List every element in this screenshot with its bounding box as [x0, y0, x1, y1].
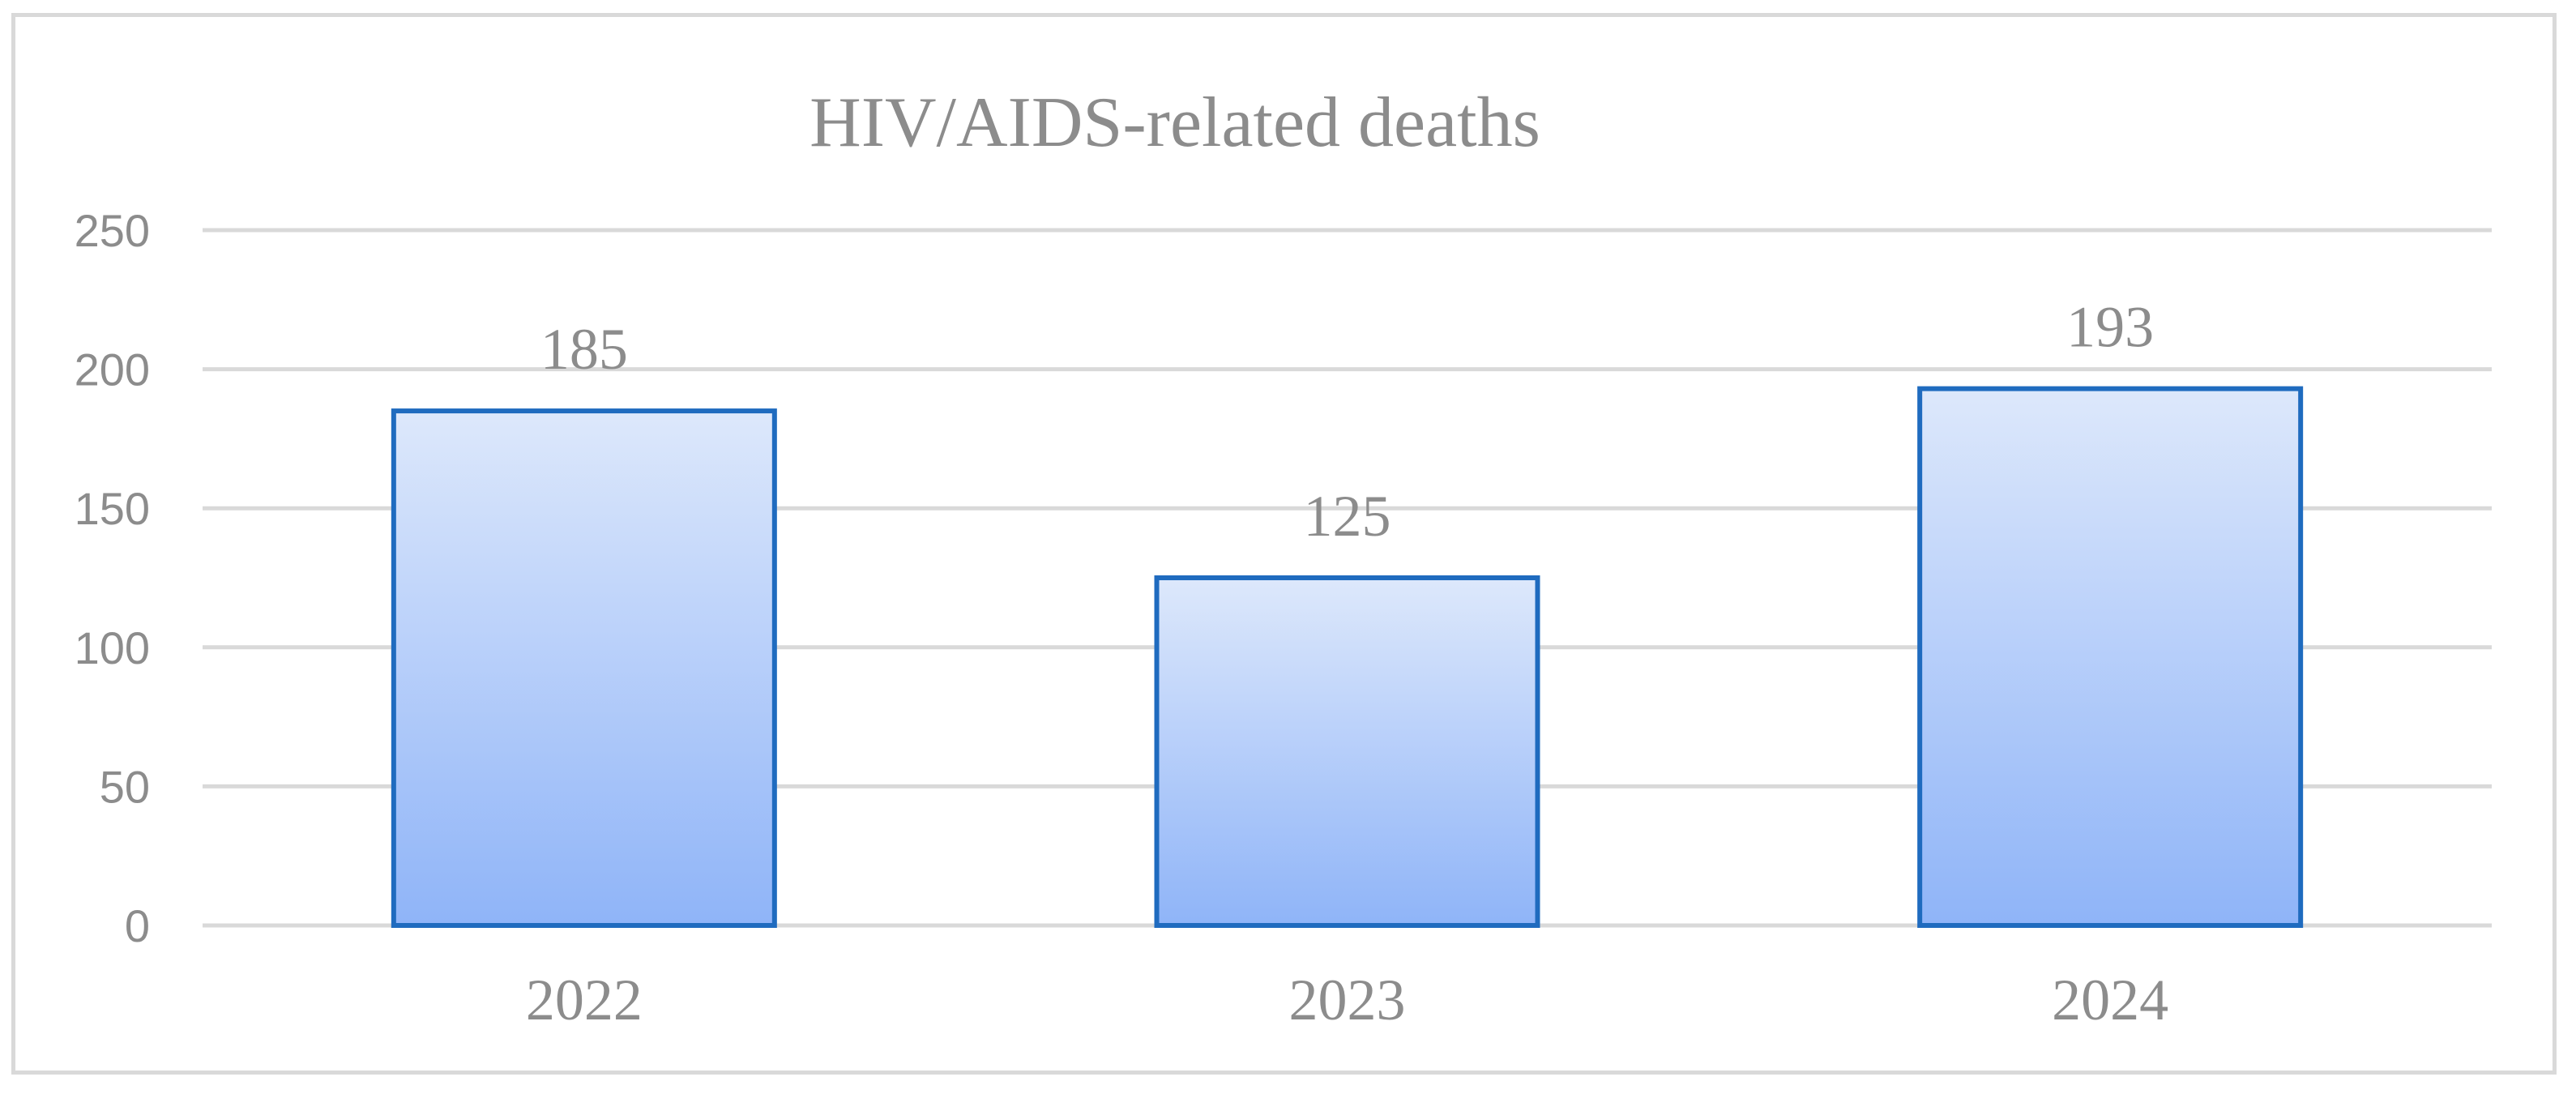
- bars: [391, 386, 2304, 928]
- bar-2022: [391, 408, 777, 928]
- data-labels: 185 125 193: [540, 295, 2154, 549]
- x-tick-label-2022: 2022: [526, 968, 643, 1032]
- bar-2024: [1917, 386, 2304, 928]
- bar-2023: [1154, 575, 1540, 928]
- y-tick-label-200: 200: [75, 344, 150, 395]
- x-tick-label-2023: 2023: [1289, 968, 1406, 1032]
- data-label-2023: 125: [1304, 484, 1391, 549]
- y-axis-tick-labels: 0 50 100 150 200 250: [75, 205, 150, 951]
- x-axis-tick-labels: 2022 2023 2024: [526, 968, 2168, 1032]
- x-tick-label-2024: 2024: [2052, 968, 2168, 1032]
- y-tick-label-0: 0: [125, 900, 150, 951]
- chart-title: HIV/AIDS-related deaths: [810, 83, 1540, 162]
- y-tick-label-50: 50: [100, 761, 150, 812]
- data-label-2024: 193: [2066, 295, 2154, 360]
- y-tick-label-150: 150: [75, 483, 150, 534]
- data-label-2022: 185: [540, 317, 628, 382]
- y-tick-label-250: 250: [75, 205, 150, 256]
- y-tick-label-100: 100: [75, 622, 150, 673]
